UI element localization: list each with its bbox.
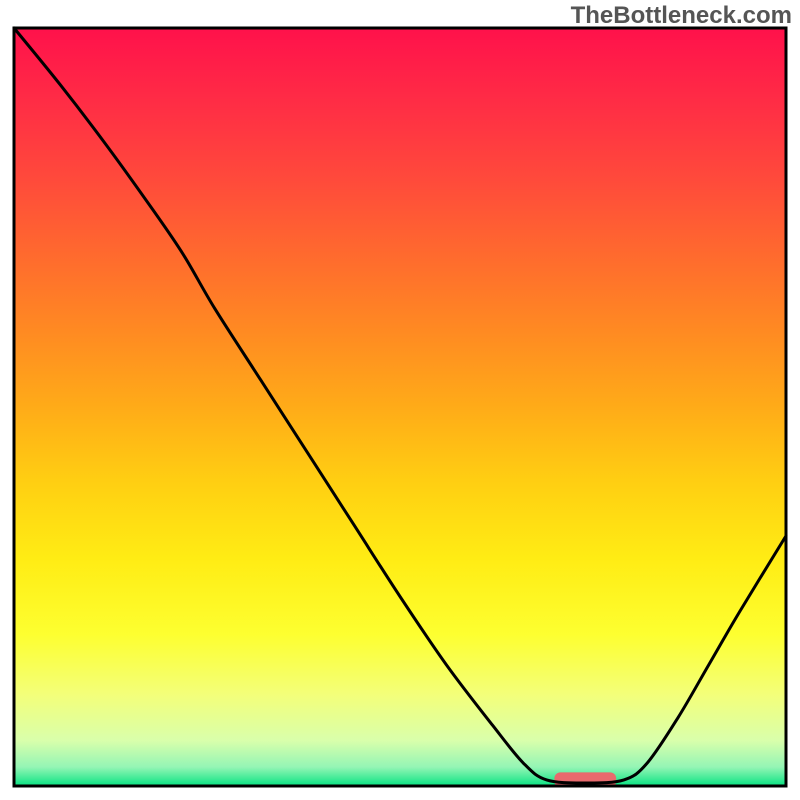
bottleneck-chart: TheBottleneck.com [0, 0, 800, 800]
chart-svg [0, 0, 800, 800]
watermark-text: TheBottleneck.com [571, 2, 792, 30]
chart-background [14, 28, 786, 786]
